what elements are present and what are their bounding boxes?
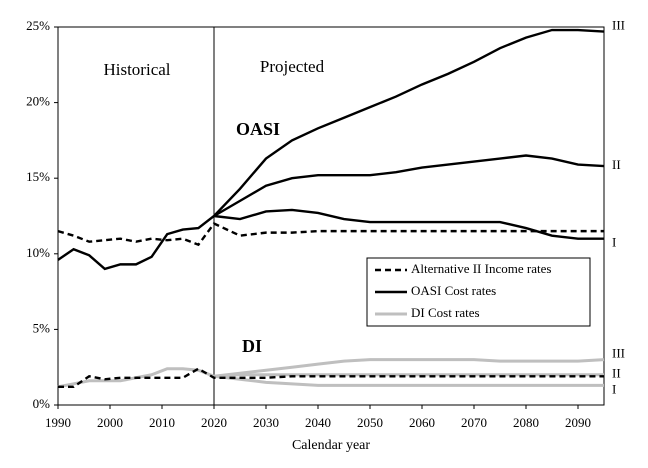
legend-label: DI Cost rates xyxy=(411,305,480,320)
x-tick-label: 2090 xyxy=(565,415,591,430)
end-label: I xyxy=(612,235,616,250)
annotation: OASI xyxy=(236,119,280,139)
legend-label: Alternative II Income rates xyxy=(411,261,551,276)
end-label: II xyxy=(612,157,621,172)
y-tick-label: 5% xyxy=(33,320,51,335)
series-line xyxy=(57,222,604,247)
x-tick-label: 2030 xyxy=(253,415,279,430)
series-line xyxy=(213,208,604,240)
x-tick-label: 2020 xyxy=(201,415,227,430)
x-tick-label: 2040 xyxy=(305,415,331,430)
x-tick-label: 2060 xyxy=(409,415,435,430)
series-line xyxy=(213,373,604,378)
x-tick-label: 2070 xyxy=(461,415,487,430)
y-tick-label: 25% xyxy=(26,18,50,33)
end-label: I xyxy=(612,381,616,396)
x-tick-label: 2000 xyxy=(97,415,123,430)
annotation: Projected xyxy=(260,57,325,76)
legend-label: OASI Cost rates xyxy=(411,283,496,298)
x-tick-label: 2010 xyxy=(149,415,175,430)
y-tick-label: 0% xyxy=(33,396,51,411)
series-line xyxy=(213,154,605,218)
annotation: Historical xyxy=(103,60,170,79)
end-label: III xyxy=(612,18,625,33)
series-line xyxy=(57,358,605,389)
y-tick-label: 20% xyxy=(26,94,50,109)
x-tick-label: 1990 xyxy=(45,415,71,430)
x-tick-label: 2050 xyxy=(357,415,383,430)
x-axis-title: Calendar year xyxy=(292,438,370,453)
y-tick-label: 10% xyxy=(26,245,50,260)
plot-area xyxy=(57,26,605,406)
end-label: II xyxy=(612,366,621,381)
y-tick-label: 15% xyxy=(26,169,50,184)
x-tick-label: 2080 xyxy=(513,415,539,430)
series-line xyxy=(213,374,604,387)
series-line xyxy=(57,28,605,271)
annotation: DI xyxy=(242,336,262,356)
end-label: III xyxy=(612,346,625,361)
